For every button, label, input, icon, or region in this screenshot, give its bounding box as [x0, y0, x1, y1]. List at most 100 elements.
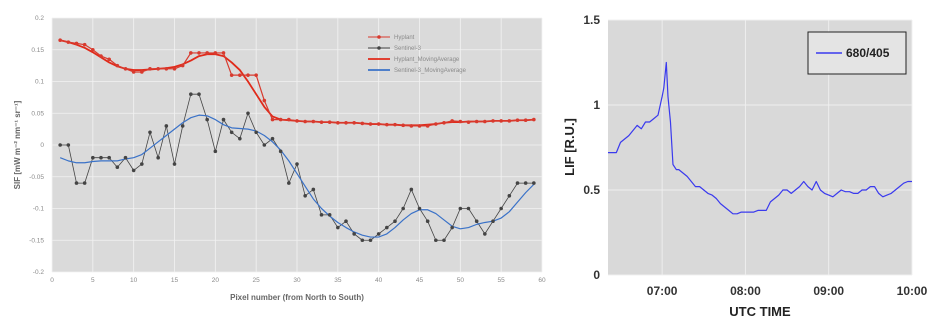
data-point: [254, 130, 258, 135]
x-tick-label: 55: [498, 277, 506, 284]
data-point: [409, 124, 414, 128]
data-point: [156, 67, 160, 71]
data-point: [107, 155, 111, 160]
data-point: [229, 130, 234, 135]
data-point: [352, 120, 356, 125]
data-point: [425, 124, 430, 128]
data-point: [140, 162, 144, 166]
x-tick-label: 10: [130, 277, 138, 284]
data-point: [131, 168, 136, 173]
data-point: [515, 118, 520, 123]
data-point: [336, 120, 340, 125]
data-point: [205, 51, 209, 55]
data-point: [180, 63, 185, 68]
data-point: [499, 206, 503, 211]
data-point: [197, 92, 201, 96]
data-point: [474, 219, 479, 223]
legend: 680/405: [807, 31, 907, 75]
data-point: [131, 70, 136, 74]
data-point: [262, 143, 267, 147]
y-axis-label: LIF [R.U.]: [562, 118, 577, 176]
y-tick-label: 0: [593, 268, 600, 282]
data-point: [442, 238, 446, 243]
y-tick-label: -0.05: [29, 174, 44, 181]
data-point: [189, 92, 193, 96]
x-tick-label: 15: [171, 277, 179, 284]
y-tick-label: 1.5: [583, 13, 600, 27]
data-point: [123, 155, 128, 160]
data-point: [474, 119, 479, 124]
data-point: [303, 194, 307, 198]
data-point: [368, 238, 373, 243]
y-tick-label: 0.15: [31, 47, 44, 54]
x-tick-label: 25: [253, 277, 261, 284]
data-point: [385, 122, 389, 127]
x-tick-label: 07:00: [647, 284, 678, 298]
data-point: [458, 119, 463, 124]
y-tick-label: 0.2: [35, 15, 44, 22]
data-point: [58, 38, 62, 43]
data-point: [99, 54, 103, 58]
data-point: [99, 155, 103, 160]
x-axis-label: UTC TIME: [729, 304, 791, 319]
data-point: [270, 136, 275, 141]
data-point: [189, 51, 193, 55]
data-point: [393, 219, 397, 223]
data-point: [344, 120, 348, 125]
x-tick-label: 40: [375, 277, 383, 284]
data-point: [172, 67, 177, 71]
data-point: [213, 51, 218, 55]
data-point: [311, 187, 316, 192]
data-point: [360, 121, 365, 126]
data-point: [466, 120, 471, 124]
y-axis-label: SIF [mW m⁻² nm⁻¹ sr⁻¹]: [13, 100, 22, 189]
data-point: [327, 120, 332, 124]
data-point: [352, 232, 356, 236]
data-point: [107, 57, 111, 62]
x-tick-label: 20: [212, 277, 220, 284]
data-point: [221, 51, 226, 55]
data-point: [523, 118, 528, 123]
x-tick-label: 45: [416, 277, 424, 284]
data-point: [287, 117, 291, 122]
x-tick-label: 35: [334, 277, 342, 284]
data-point: [409, 187, 414, 192]
data-point: [82, 42, 87, 47]
x-tick-label: 5: [91, 277, 95, 284]
data-point: [221, 117, 226, 122]
lif-chart: 07:00 08:00 09:00 10:00 0 0.5 1 1.5 680/405 UT…: [562, 13, 928, 319]
data-point: [278, 117, 283, 122]
y-tick-label: 0.05: [31, 110, 44, 117]
data-point: [295, 119, 299, 123]
data-point: [376, 122, 381, 126]
data-point: [376, 232, 381, 236]
data-point: [319, 213, 324, 217]
y-tick-label: -0.2: [33, 269, 45, 276]
data-point: [425, 219, 430, 223]
data-point: [164, 124, 169, 128]
data-point: [368, 122, 373, 126]
data-point: [450, 225, 454, 230]
legend-marker: [377, 35, 381, 39]
data-point: [74, 41, 79, 46]
data-point: [344, 219, 348, 223]
data-point: [278, 149, 283, 154]
data-point: [262, 98, 267, 103]
data-point: [491, 219, 495, 223]
data-point: [213, 149, 218, 154]
data-point: [491, 119, 495, 123]
data-point: [458, 206, 463, 211]
data-point: [532, 181, 536, 185]
data-point: [466, 206, 471, 211]
y-tick-label: 0: [40, 142, 44, 149]
legend-entry: Hyplant: [394, 35, 415, 41]
x-tick-label: 09:00: [813, 284, 844, 298]
data-point: [197, 51, 201, 55]
data-point: [295, 162, 299, 166]
data-point: [401, 206, 405, 211]
legend: Hyplant Sentinel-3 Hyplant_MovingAverage Se…: [368, 35, 467, 74]
data-point: [66, 40, 71, 44]
data-point: [327, 213, 332, 217]
data-point: [254, 73, 258, 77]
data-point: [229, 73, 234, 77]
